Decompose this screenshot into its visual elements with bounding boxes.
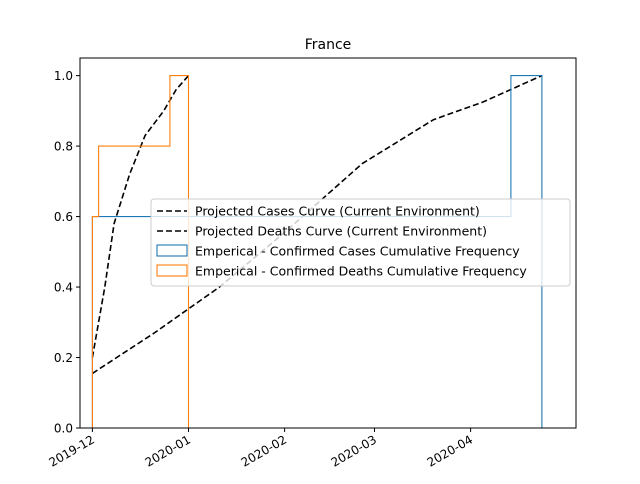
legend-swatch (156, 244, 188, 257)
legend-label: Emperical - Confirmed Deaths Cumulative … (195, 264, 527, 279)
plot-frame (79, 57, 577, 429)
x-tick-label: 2019-12 (46, 432, 96, 469)
y-tick-label: 0.2 (54, 351, 73, 365)
series-2-line (91, 75, 190, 358)
x-axis: 2019-12 2020-01 2020-02 2020-03 2020-04 (46, 428, 475, 470)
y-tick-label: 0.0 (54, 422, 73, 436)
legend-swatch (156, 264, 188, 277)
y-tick-label: 0.8 (54, 140, 73, 154)
y-tick-label: 0.4 (54, 281, 73, 295)
legend: Projected Cases Curve (Current Environme… (150, 198, 571, 287)
series-4-step (91, 75, 190, 428)
series-1-line (91, 74, 543, 375)
y-tick-label: 1.0 (54, 69, 73, 83)
y-tick-label: 0.6 (54, 210, 73, 224)
legend-box (150, 198, 571, 287)
chart-title: France (305, 37, 352, 53)
legend-label: Projected Deaths Curve (Current Environm… (195, 224, 487, 239)
legend-label: Projected Cases Curve (Current Environme… (195, 204, 480, 219)
legend-label: Emperical - Confirmed Cases Cumulative F… (195, 244, 520, 259)
y-axis: 0.0 0.2 0.4 0.6 0.8 1.0 (54, 69, 80, 436)
x-tick-label: 2020-04 (425, 432, 475, 469)
x-tick-label: 2020-03 (329, 432, 379, 469)
x-tick-label: 2020-01 (143, 432, 193, 469)
series-layer (91, 74, 543, 428)
x-tick-label: 2020-02 (239, 432, 289, 469)
